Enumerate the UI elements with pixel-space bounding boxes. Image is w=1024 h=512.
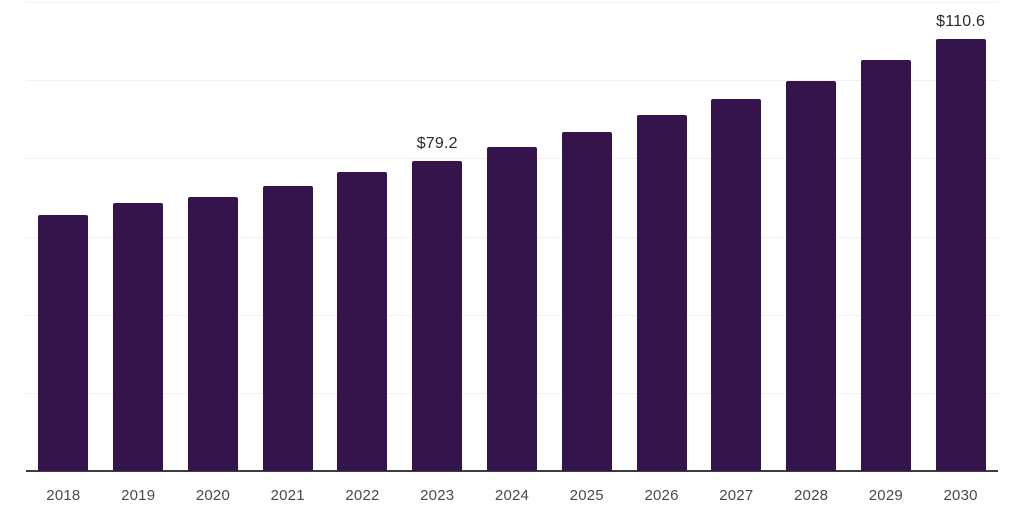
bar-group bbox=[549, 0, 624, 471]
bar-2025[interactable] bbox=[561, 131, 612, 471]
bar-group bbox=[26, 0, 101, 471]
x-tick-label-2020: 2020 bbox=[195, 487, 230, 504]
bar-group bbox=[176, 0, 251, 471]
bar-group bbox=[624, 0, 699, 471]
x-tick-label-2022: 2022 bbox=[345, 487, 380, 504]
x-tick-label-2018: 2018 bbox=[46, 487, 81, 504]
bar-group bbox=[848, 0, 923, 471]
bar-2019[interactable] bbox=[113, 203, 164, 471]
bar-group bbox=[250, 0, 325, 471]
bars-layer: $79.2 $110.6 bbox=[26, 0, 998, 471]
bar-2024[interactable] bbox=[486, 146, 537, 471]
x-tick-label-2025: 2025 bbox=[569, 487, 604, 504]
x-tick-label-2030: 2030 bbox=[943, 487, 978, 504]
bar-value-label-2023: $79.2 bbox=[416, 135, 458, 153]
bar-group: $110.6 bbox=[923, 0, 998, 471]
x-tick-label-2029: 2029 bbox=[868, 487, 903, 504]
gridline bbox=[26, 80, 998, 82]
bar-2023[interactable] bbox=[412, 161, 463, 471]
x-tick-label-2021: 2021 bbox=[270, 487, 305, 504]
bar-group bbox=[325, 0, 400, 471]
bar-2030[interactable] bbox=[935, 38, 986, 471]
x-tick-label-2019: 2019 bbox=[121, 487, 156, 504]
gridline bbox=[26, 2, 998, 3]
bar-group bbox=[101, 0, 176, 471]
bar-2028[interactable] bbox=[786, 80, 837, 471]
x-axis-line bbox=[26, 470, 998, 472]
bar-2021[interactable] bbox=[262, 186, 313, 471]
bar-2026[interactable] bbox=[636, 114, 687, 471]
bar-2018[interactable] bbox=[38, 215, 89, 471]
bar-group: $79.2 bbox=[400, 0, 475, 471]
x-axis-tick-labels: 2018 2019 2020 2021 2022 2023 2024 2025 2026 2027… bbox=[0, 471, 1024, 512]
bar-2029[interactable] bbox=[860, 59, 911, 471]
bar-group bbox=[699, 0, 774, 471]
bar-group bbox=[475, 0, 550, 471]
x-tick-label-2026: 2026 bbox=[644, 487, 679, 504]
x-tick-label-2028: 2028 bbox=[793, 487, 829, 504]
x-tick-label-2027: 2027 bbox=[719, 487, 754, 504]
bar-2020[interactable] bbox=[187, 197, 238, 471]
x-tick-label-2023: 2023 bbox=[420, 487, 455, 504]
bar-2027[interactable] bbox=[711, 98, 762, 471]
bar-2022[interactable] bbox=[337, 172, 388, 471]
x-tick-label-2024: 2024 bbox=[494, 487, 530, 504]
bar-group bbox=[774, 0, 849, 471]
bar-value-label-2030: $110.6 bbox=[936, 12, 986, 30]
